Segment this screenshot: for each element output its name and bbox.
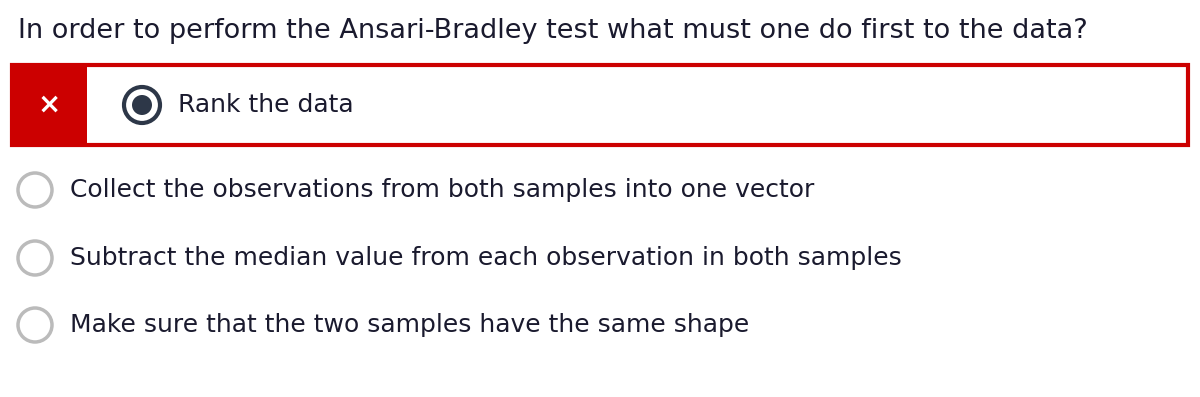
- Circle shape: [18, 308, 52, 342]
- Circle shape: [132, 95, 152, 115]
- Bar: [12, 65, 1188, 145]
- Text: Rank the data: Rank the data: [178, 93, 354, 117]
- Text: Subtract the median value from each observation in both samples: Subtract the median value from each obse…: [70, 246, 901, 270]
- Circle shape: [124, 87, 160, 123]
- Text: Collect the observations from both samples into one vector: Collect the observations from both sampl…: [70, 178, 815, 202]
- Circle shape: [18, 241, 52, 275]
- Text: ×: ×: [38, 91, 61, 119]
- Bar: [12, 65, 88, 145]
- Circle shape: [18, 173, 52, 207]
- Text: Make sure that the two samples have the same shape: Make sure that the two samples have the …: [70, 313, 749, 337]
- Text: In order to perform the Ansari-Bradley test what must one do first to the data?: In order to perform the Ansari-Bradley t…: [18, 18, 1087, 44]
- Bar: [88, 65, 1188, 145]
